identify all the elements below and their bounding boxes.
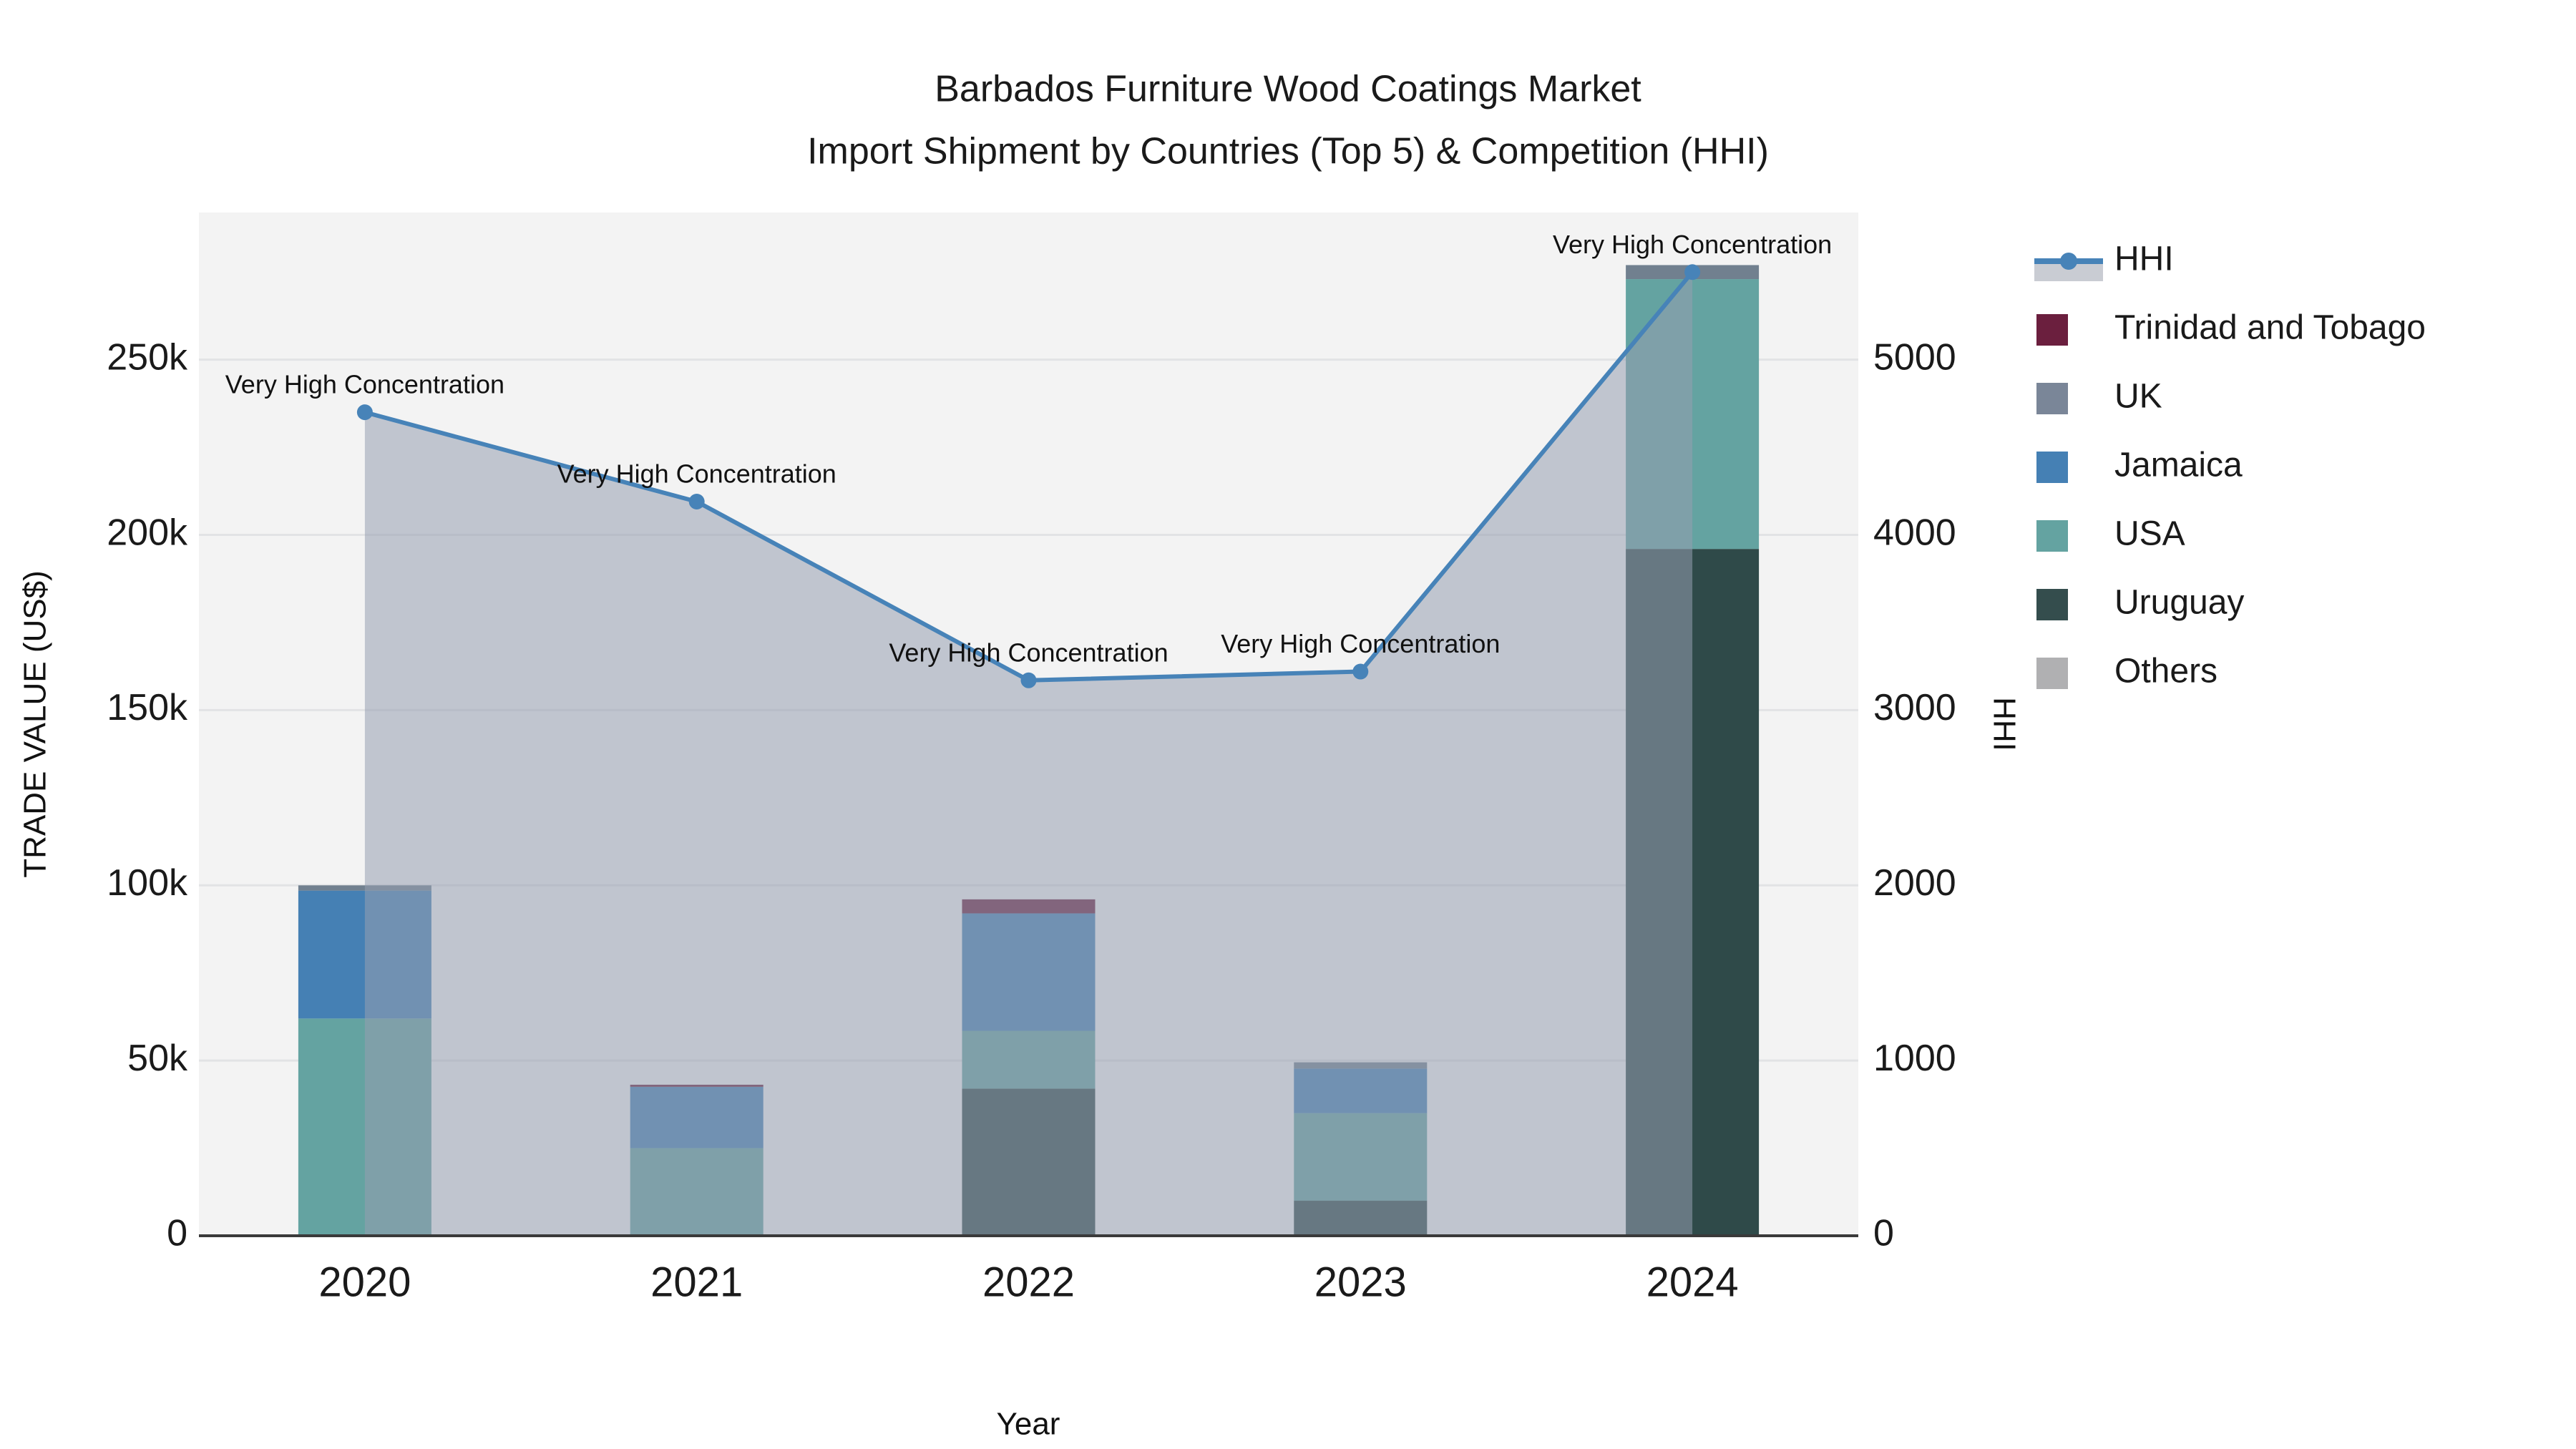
hhi-marker-2022: [1020, 672, 1037, 688]
legend-label-uk: UK: [2114, 378, 2162, 416]
legend-item-trinidad-and-tobago[interactable]: Trinidad and Tobago: [2036, 309, 2426, 347]
hhi-marker-2023: [1352, 663, 1369, 680]
legend-swatch-others: [2036, 658, 2068, 689]
legend-label-trinidad-and-tobago: Trinidad and Tobago: [2114, 309, 2426, 347]
y-left-axis-title: TRADE VALUE (US$): [18, 570, 53, 878]
y-left-tick-150k: 150k: [107, 687, 188, 728]
legend-hhi-marker-sample: [2060, 253, 2077, 270]
legend-item-uk[interactable]: UK: [2036, 378, 2162, 416]
x-tick-2021: 2021: [650, 1259, 743, 1305]
legend-label-uruguay: Uruguay: [2114, 584, 2244, 622]
x-tick-2023: 2023: [1314, 1259, 1407, 1305]
annotations: Very High Concentration Very High Concent…: [225, 230, 1832, 668]
x-tick-2022: 2022: [982, 1259, 1075, 1305]
y-right-tick-1000: 1000: [1873, 1038, 1956, 1079]
legend-swatch-usa: [2036, 520, 2068, 552]
legend-item-usa[interactable]: USA: [2036, 515, 2185, 553]
hhi-marker-2021: [688, 494, 705, 510]
annotation-2020: Very High Concentration: [225, 370, 504, 399]
legend-item-uruguay[interactable]: Uruguay: [2036, 584, 2244, 622]
y-right-tick-3000: 3000: [1873, 687, 1956, 728]
y-right-tick-4000: 4000: [1873, 512, 1956, 553]
legend-swatch-uk: [2036, 383, 2068, 414]
chart-title-line1: Barbados Furniture Wood Coatings Market: [935, 69, 1641, 110]
y-right-tick-5000: 5000: [1873, 336, 1956, 378]
annotation-2024: Very High Concentration: [1553, 230, 1832, 259]
hhi-fill-polygon: [364, 272, 1693, 1236]
legend: HHI Trinidad and Tobago UK Jamaica USA Urugua…: [2034, 240, 2426, 691]
y-left-tick-250k: 250k: [107, 336, 188, 378]
y-right-tick-0: 0: [1873, 1213, 1894, 1254]
legend-item-others[interactable]: Others: [2036, 653, 2218, 691]
legend-label-usa: USA: [2114, 515, 2185, 553]
hhi-line: [356, 264, 1701, 688]
tick-labels: 0 50k 100k 150k 200k 250k 0 1000 2000 3000 4000 500…: [107, 336, 1956, 1305]
legend-label-others: Others: [2114, 653, 2218, 691]
legend-item-hhi[interactable]: HHI: [2034, 240, 2174, 281]
y-right-tick-2000: 2000: [1873, 862, 1956, 904]
legend-swatch-uruguay: [2036, 589, 2068, 620]
x-axis-title: Year: [997, 1407, 1060, 1442]
x-tick-2020: 2020: [318, 1259, 411, 1305]
annotation-2022: Very High Concentration: [889, 638, 1168, 667]
legend-label-hhi: HHI: [2114, 240, 2174, 278]
annotation-2021: Very High Concentration: [557, 459, 836, 489]
annotation-2023: Very High Concentration: [1221, 629, 1500, 658]
hhi-marker-2024: [1684, 264, 1701, 280]
y-left-tick-50k: 50k: [127, 1038, 188, 1079]
y-left-tick-100k: 100k: [107, 862, 188, 904]
y-left-tick-0: 0: [167, 1213, 187, 1254]
legend-item-jamaica[interactable]: Jamaica: [2036, 447, 2243, 484]
legend-swatch-jamaica: [2036, 452, 2068, 483]
chart-title-line2: Import Shipment by Countries (Top 5) & C…: [807, 131, 1769, 172]
hhi-area-fill: [364, 272, 1693, 1236]
legend-label-jamaica: Jamaica: [2114, 447, 2243, 484]
x-tick-2024: 2024: [1646, 1259, 1739, 1305]
y-left-tick-200k: 200k: [107, 512, 188, 553]
legend-swatch-trinidad-and-tobago: [2036, 314, 2068, 346]
hhi-marker-2020: [356, 404, 373, 421]
y-right-axis-title: HHI: [1986, 697, 2021, 751]
